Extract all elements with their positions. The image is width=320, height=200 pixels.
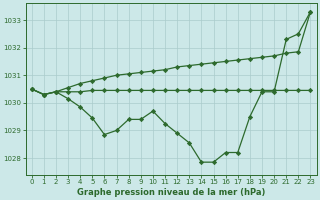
X-axis label: Graphe pression niveau de la mer (hPa): Graphe pression niveau de la mer (hPa): [77, 188, 265, 197]
